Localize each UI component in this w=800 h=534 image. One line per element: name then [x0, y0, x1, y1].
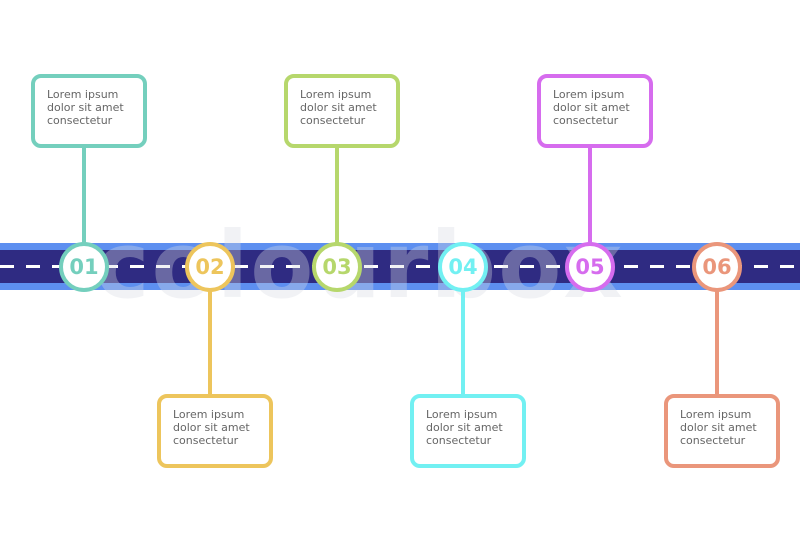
road-center-line — [0, 265, 800, 268]
connector-line — [588, 136, 592, 246]
textbox-line: dolor sit amet — [173, 421, 250, 434]
step-01-textbox: Lorem ipsum dolor sit amet consectetur — [31, 74, 147, 148]
textbox-line: consectetur — [47, 114, 113, 127]
textbox-line: Lorem ipsum — [47, 88, 119, 101]
step-01-marker: 01 — [59, 242, 109, 292]
step-02-marker: 02 — [185, 242, 235, 292]
textbox-line: Lorem ipsum — [553, 88, 625, 101]
step-03-marker: 03 — [312, 242, 362, 292]
textbox-line: Lorem ipsum — [680, 408, 752, 421]
textbox-line: consectetur — [300, 114, 366, 127]
step-04-marker: 04 — [438, 242, 488, 292]
textbox-line: consectetur — [680, 434, 746, 447]
connector-line — [335, 136, 339, 246]
textbox-line: Lorem ipsum — [173, 408, 245, 421]
connector-line — [82, 136, 86, 246]
step-06-marker: 06 — [692, 242, 742, 292]
textbox-line: consectetur — [553, 114, 619, 127]
connector-line — [208, 288, 212, 398]
step-04-textbox: Lorem ipsum dolor sit amet consectetur — [410, 394, 526, 468]
textbox-line: dolor sit amet — [426, 421, 503, 434]
textbox-line: consectetur — [173, 434, 239, 447]
step-05-marker: 05 — [565, 242, 615, 292]
step-06-textbox: Lorem ipsum dolor sit amet consectetur — [664, 394, 780, 468]
textbox-line: Lorem ipsum — [300, 88, 372, 101]
textbox-line: Lorem ipsum — [426, 408, 498, 421]
textbox-line: consectetur — [426, 434, 492, 447]
textbox-line: dolor sit amet — [680, 421, 757, 434]
step-02-textbox: Lorem ipsum dolor sit amet consectetur — [157, 394, 273, 468]
connector-line — [461, 288, 465, 398]
textbox-line: dolor sit amet — [300, 101, 377, 114]
textbox-line: dolor sit amet — [553, 101, 630, 114]
connector-line — [715, 288, 719, 398]
step-05-textbox: Lorem ipsum dolor sit amet consectetur — [537, 74, 653, 148]
step-03-textbox: Lorem ipsum dolor sit amet consectetur — [284, 74, 400, 148]
textbox-line: dolor sit amet — [47, 101, 124, 114]
